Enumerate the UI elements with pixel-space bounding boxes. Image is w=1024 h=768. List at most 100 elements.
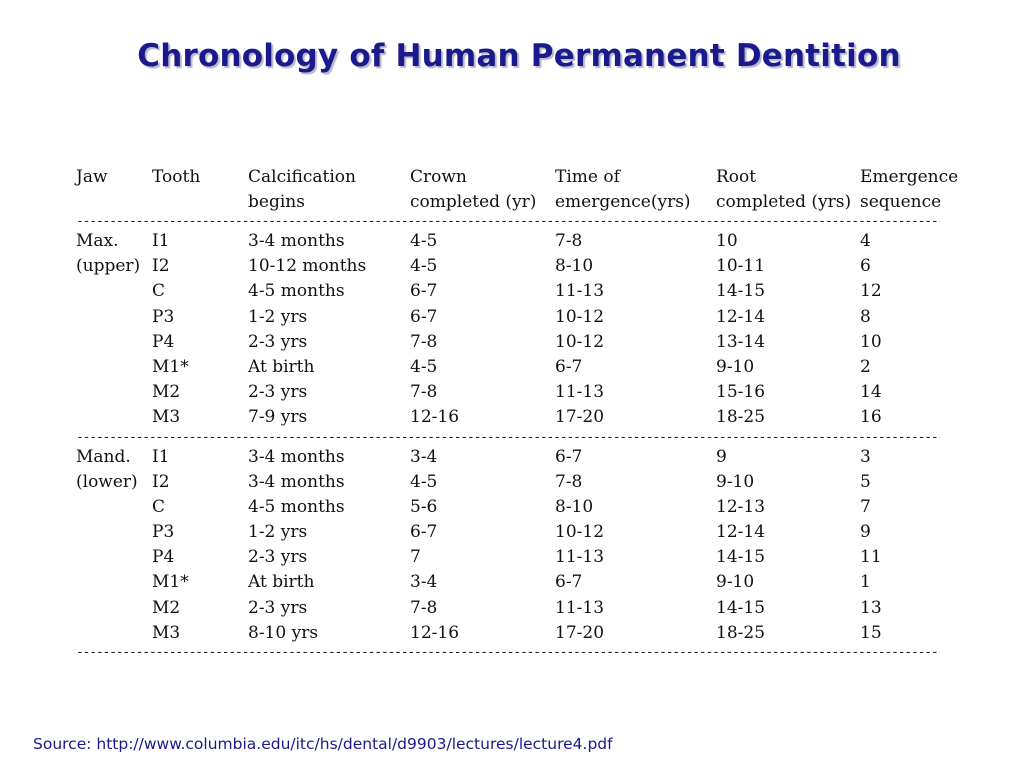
tooth-cell: C bbox=[152, 496, 166, 517]
root-cell: 13-14 bbox=[716, 331, 766, 352]
calcification-cell: 2-3 yrs bbox=[248, 382, 308, 403]
tooth-cell: P3 bbox=[152, 522, 175, 543]
emergence-time-cell: 6-7 bbox=[555, 572, 583, 593]
tooth-cell: M2 bbox=[152, 597, 181, 618]
table-row: M3 8-10 yrs 12-16 17-20 18-25 15 bbox=[76, 621, 956, 646]
sequence-cell: 3 bbox=[860, 446, 871, 467]
root-cell: 10 bbox=[716, 231, 738, 251]
source-citation: Source: http://www.columbia.edu/itc/hs/d… bbox=[33, 735, 613, 753]
table-row: P4 2-3 yrs 7-8 10-12 13-14 10 bbox=[76, 330, 956, 355]
tooth-cell: C bbox=[152, 281, 166, 302]
tooth-cell: P4 bbox=[152, 331, 175, 352]
jaw-cell: (lower) bbox=[76, 471, 138, 492]
root-cell: 18-25 bbox=[716, 407, 766, 428]
crown-cell: 7-8 bbox=[410, 331, 438, 352]
crown-cell: 12-16 bbox=[410, 622, 460, 643]
calcification-cell: 1-2 yrs bbox=[248, 306, 308, 327]
table-row: M1* At birth 4-5 6-7 9-10 2 bbox=[76, 355, 956, 380]
tooth-cell: I2 bbox=[152, 471, 170, 492]
crown-cell: 7-8 bbox=[410, 382, 438, 403]
header-tooth: Tooth bbox=[152, 167, 201, 187]
root-cell: 12-14 bbox=[716, 306, 766, 327]
tooth-cell: I1 bbox=[152, 446, 170, 467]
table-row: (upper) I2 10-12 months 4-5 8-10 10-11 6 bbox=[76, 254, 956, 279]
calcification-cell: 2-3 yrs bbox=[248, 597, 308, 618]
table-row: Mand. I1 3-4 months 3-4 6-7 9 3 bbox=[76, 445, 956, 470]
header-root: Root bbox=[716, 167, 757, 187]
header-time-of-emergence-2: emergence(yrs) bbox=[555, 192, 691, 212]
calcification-cell: 4-5 months bbox=[248, 496, 345, 517]
table-row: M3 7-9 yrs 12-16 17-20 18-25 16 bbox=[76, 405, 956, 430]
crown-cell: 4-5 bbox=[410, 471, 438, 492]
calcification-cell: At birth bbox=[248, 356, 315, 377]
tooth-cell: I2 bbox=[152, 256, 170, 277]
root-cell: 14-15 bbox=[716, 547, 766, 568]
crown-cell: 4-5 bbox=[410, 356, 438, 377]
emergence-time-cell: 7-8 bbox=[555, 231, 583, 251]
table-row: Max. I1 3-4 months 4-5 7-8 10 4 bbox=[76, 229, 956, 254]
table-row: (lower) I2 3-4 months 4-5 7-8 9-10 5 bbox=[76, 470, 956, 495]
header-calcification: Calcification bbox=[248, 167, 356, 187]
sequence-cell: 4 bbox=[860, 231, 871, 251]
header-row-2: begins completed (yr) emergence(yrs) com… bbox=[76, 190, 956, 215]
calcification-cell: 2-3 yrs bbox=[248, 547, 308, 568]
sequence-cell: 5 bbox=[860, 471, 871, 492]
table-row: C 4-5 months 5-6 8-10 12-13 7 bbox=[76, 495, 956, 520]
calcification-cell: 3-4 months bbox=[248, 446, 345, 467]
root-cell: 14-15 bbox=[716, 597, 766, 618]
calcification-cell: 2-3 yrs bbox=[248, 331, 308, 352]
emergence-time-cell: 17-20 bbox=[555, 407, 605, 428]
calcification-cell: At birth bbox=[248, 572, 315, 593]
separator-line: ----------------------------------------… bbox=[76, 215, 940, 229]
tooth-cell: I1 bbox=[152, 231, 170, 251]
header-crown: Crown bbox=[410, 167, 467, 187]
header-calcification-2: begins bbox=[248, 192, 305, 212]
root-cell: 9-10 bbox=[716, 572, 755, 593]
sequence-cell: 6 bbox=[860, 256, 871, 277]
root-cell: 18-25 bbox=[716, 622, 766, 643]
sequence-cell: 8 bbox=[860, 306, 871, 327]
header-time-of-emergence: Time of bbox=[555, 167, 620, 187]
tooth-cell: M1* bbox=[152, 356, 189, 377]
emergence-time-cell: 10-12 bbox=[555, 331, 605, 352]
emergence-time-cell: 8-10 bbox=[555, 496, 594, 517]
separator-line: ----------------------------------------… bbox=[76, 430, 940, 445]
calcification-cell: 10-12 months bbox=[248, 256, 367, 277]
table-row: P3 1-2 yrs 6-7 10-12 12-14 8 bbox=[76, 305, 956, 330]
header-row-1: Jaw Tooth Calcification Crown Time of Ro… bbox=[76, 165, 958, 190]
separator-line: ----------------------------------------… bbox=[76, 646, 940, 660]
tooth-cell: P3 bbox=[152, 306, 175, 327]
jaw-cell: Max. bbox=[76, 231, 119, 251]
root-cell: 9 bbox=[716, 446, 727, 467]
tooth-cell: M3 bbox=[152, 407, 181, 428]
crown-cell: 4-5 bbox=[410, 256, 438, 277]
tooth-cell: M1* bbox=[152, 572, 189, 593]
table-row: P3 1-2 yrs 6-7 10-12 12-14 9 bbox=[76, 520, 956, 545]
sequence-cell: 7 bbox=[860, 496, 871, 517]
crown-cell: 5-6 bbox=[410, 496, 438, 517]
root-cell: 9-10 bbox=[716, 471, 755, 492]
mandibular-section: Mand. I1 3-4 months 3-4 6-7 9 3 (lower) I2 3-4 mo… bbox=[76, 445, 956, 647]
sequence-cell: 1 bbox=[860, 572, 871, 593]
slide-title: Chronology of Human Permanent Dentition bbox=[137, 38, 901, 74]
emergence-time-cell: 11-13 bbox=[555, 382, 605, 403]
root-cell: 12-13 bbox=[716, 496, 766, 517]
calcification-cell: 7-9 yrs bbox=[248, 407, 308, 428]
sequence-cell: 15 bbox=[860, 622, 882, 643]
header-root-2: completed (yrs) bbox=[716, 192, 852, 212]
calcification-cell: 3-4 months bbox=[248, 231, 345, 251]
dentition-table: Jaw Tooth Calcification Crown Time of Ro… bbox=[76, 165, 958, 660]
jaw-cell: (upper) bbox=[76, 256, 141, 277]
sequence-cell: 11 bbox=[860, 547, 882, 568]
calcification-cell: 8-10 yrs bbox=[248, 622, 319, 643]
tooth-cell: M3 bbox=[152, 622, 181, 643]
sequence-cell: 14 bbox=[860, 382, 882, 403]
root-cell: 12-14 bbox=[716, 522, 766, 543]
tooth-cell: P4 bbox=[152, 547, 175, 568]
crown-cell: 6-7 bbox=[410, 306, 438, 327]
header-jaw: Jaw bbox=[76, 167, 108, 187]
crown-cell: 7 bbox=[410, 547, 421, 568]
crown-cell: 6-7 bbox=[410, 281, 438, 302]
table-row: M2 2-3 yrs 7-8 11-13 14-15 13 bbox=[76, 596, 956, 621]
crown-cell: 7-8 bbox=[410, 597, 438, 618]
